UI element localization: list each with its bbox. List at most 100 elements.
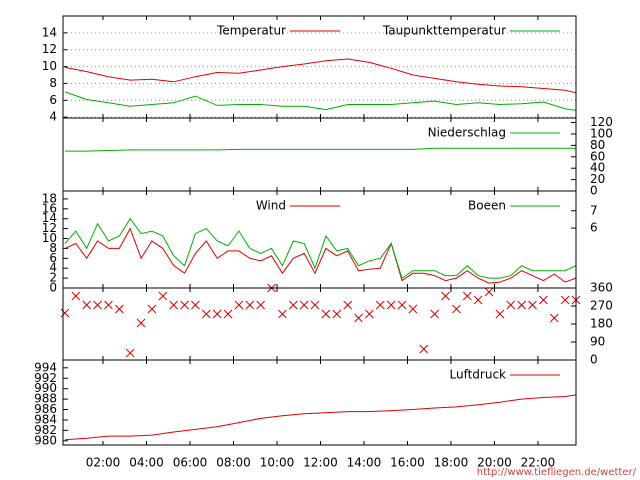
x-tick-label: 04:00 [129, 456, 164, 470]
data-point [354, 313, 363, 323]
data-point [212, 309, 222, 319]
data-point [147, 304, 157, 314]
x-tick-label: 18:00 [434, 456, 469, 470]
y-tick-label: 4 [49, 110, 57, 124]
data-point [332, 309, 342, 319]
y-tick-label: 60 [590, 149, 605, 163]
data-point [321, 309, 331, 319]
data-point [256, 300, 266, 310]
legend-label: Temperatur [216, 24, 286, 38]
data-point [517, 300, 526, 310]
data-point [136, 318, 146, 328]
data-point [201, 309, 211, 319]
data-point [528, 300, 537, 310]
data-point [93, 300, 102, 310]
data-line [65, 147, 576, 152]
y-tick-label: 984 [34, 412, 57, 426]
y-tick-label: 994 [34, 360, 57, 374]
y-tick-label: 40 [590, 161, 605, 175]
y-tick-label: 992 [34, 371, 57, 385]
data-point [125, 348, 135, 358]
data-point [549, 313, 559, 323]
data-point [104, 300, 113, 310]
y-tick-label: 980 [34, 433, 57, 447]
y-tick-label: 2 [49, 271, 57, 285]
data-point [462, 291, 472, 301]
x-tick-label: 02:00 [86, 456, 121, 470]
y-tick-label: 10 [42, 231, 57, 245]
y-tick-label: 90 [590, 335, 605, 349]
x-tick-label: 06:00 [173, 456, 208, 470]
data-point [365, 309, 374, 319]
x-tick-label: 10:00 [260, 456, 295, 470]
data-line [64, 394, 577, 441]
y-tick-label: 4 [49, 261, 57, 275]
y-tick-label: 20 [590, 172, 605, 186]
data-point [408, 304, 418, 314]
data-point [82, 300, 92, 310]
data-point [386, 300, 396, 310]
data-point [397, 300, 407, 310]
y-tick-label: 986 [34, 402, 57, 416]
x-tick-label: 08:00 [216, 456, 251, 470]
legend-label: Luftdruck [449, 368, 506, 382]
plot-frame [62, 359, 577, 446]
y-tick-label: 0 [590, 353, 598, 367]
data-point [180, 300, 189, 310]
y-tick-label: 120 [590, 115, 613, 129]
y-tick-label: 180 [590, 317, 613, 331]
data-point [452, 304, 461, 314]
data-point [169, 300, 179, 310]
y-tick-label: 14 [42, 25, 57, 39]
data-point [288, 300, 298, 310]
x-tick-label: 16:00 [390, 456, 425, 470]
y-tick-label: 0 [590, 184, 598, 198]
y-tick-label: 16 [42, 201, 57, 215]
data-point [539, 295, 548, 305]
y-tick-label: 360 [590, 281, 613, 295]
data-point [310, 300, 320, 310]
y-tick-label: 982 [34, 423, 57, 437]
data-point [430, 309, 440, 319]
data-point [191, 300, 200, 310]
y-tick-label: 270 [590, 299, 613, 313]
data-point [506, 300, 516, 310]
y-tick-label: 8 [49, 241, 57, 255]
y-tick-label: 12 [42, 221, 57, 235]
y-tick-label: 12 [42, 42, 57, 56]
y-tick-label: 10 [42, 59, 57, 73]
y-tick-label: 18 [42, 191, 57, 205]
y-tick-label: 8 [49, 76, 57, 90]
data-line [64, 227, 577, 284]
data-line [64, 217, 577, 279]
data-line [64, 58, 577, 94]
data-point [245, 300, 255, 310]
legend-label: Taupunkttemperatur [382, 24, 506, 38]
footer-link: http://www.tiefliegen.de/wetter/ [477, 467, 637, 478]
data-point [441, 291, 450, 301]
data-point [71, 291, 81, 301]
y-tick-label: 6 [49, 93, 57, 107]
data-point [114, 304, 124, 314]
legend-label: Niederschlag [428, 126, 506, 140]
y-tick-label: 14 [42, 211, 57, 225]
y-tick-label: 80 [590, 138, 605, 152]
x-tick-label: 12:00 [303, 456, 338, 470]
x-tick-label: 20:00 [477, 456, 512, 470]
data-point [375, 300, 385, 310]
x-tick-label: 22:00 [521, 456, 556, 470]
legend-label: Wind [256, 199, 286, 213]
y2-tick-label: 7 [590, 203, 598, 217]
y-tick-label: 100 [590, 126, 613, 140]
data-point [560, 295, 570, 305]
data-point [473, 295, 483, 305]
data-point [484, 287, 494, 297]
y-tick-label: 6 [49, 251, 57, 265]
data-point [343, 300, 353, 310]
y-tick-label: 988 [34, 392, 57, 406]
data-point [158, 291, 168, 301]
data-point [419, 344, 429, 354]
data-point [278, 309, 287, 319]
data-point [299, 300, 309, 310]
